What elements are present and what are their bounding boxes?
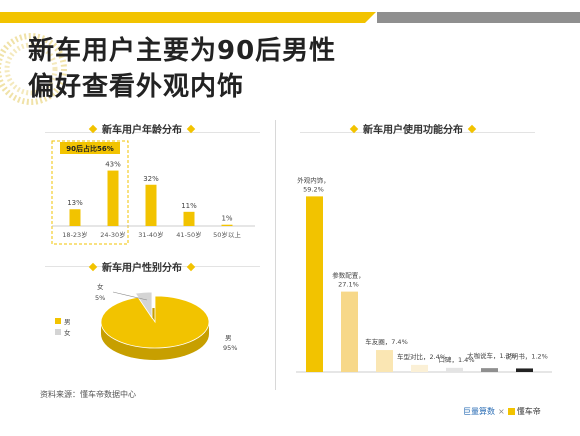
annotation-label: 90后占比56% bbox=[66, 144, 114, 153]
diamond-icon bbox=[88, 262, 98, 272]
age-section-rule bbox=[45, 132, 260, 133]
diamond-icon bbox=[186, 262, 196, 272]
slice-label-female: 女 bbox=[97, 282, 104, 291]
page-title-line2: 偏好查看外观内饰 bbox=[28, 72, 245, 102]
function-section-rule bbox=[300, 132, 535, 133]
bar-label: 大咖说车，1.3% bbox=[467, 351, 516, 360]
highlight-box bbox=[51, 140, 129, 245]
brand-left: 巨量算数 bbox=[463, 407, 495, 416]
bar-label: 说明书，1.2% bbox=[505, 351, 548, 360]
value-label: 1% bbox=[221, 215, 232, 223]
value-label: 13% bbox=[67, 199, 83, 207]
gender-chart-title-text: 新车用户性别分布 bbox=[102, 263, 182, 274]
bar-value-label: 59.2% bbox=[303, 185, 324, 193]
slice-value-male: 95% bbox=[223, 344, 237, 352]
bar-大咖说车 bbox=[481, 368, 498, 372]
bar-label: 口碑，1.4% bbox=[438, 355, 474, 364]
banner-slant bbox=[365, 12, 376, 23]
brand-right: 懂车帝 bbox=[516, 407, 541, 416]
age-bar-chart: 90后占比56% 13% 18-23岁 43% 24-30岁 32% 31-40岁 11% 41… bbox=[51, 140, 255, 245]
bar-车友圈 bbox=[376, 350, 393, 372]
legend-swatch-男 bbox=[55, 318, 61, 324]
bar-value-label: 27.1% bbox=[338, 281, 359, 289]
bar-41-50岁 bbox=[183, 211, 195, 226]
circle-pattern-decoration bbox=[0, 33, 67, 105]
tick-label: 18-23岁 bbox=[62, 230, 87, 239]
tick-label: 24-30岁 bbox=[100, 230, 125, 239]
legend-label: 女 bbox=[64, 328, 71, 337]
gender-pie-chart: 男95%女5%男女 bbox=[55, 282, 237, 360]
brand-separator: × bbox=[498, 407, 505, 416]
diamond-icon bbox=[349, 124, 359, 134]
bar-label: 车友圈，7.4% bbox=[365, 337, 408, 346]
column-divider bbox=[275, 120, 276, 390]
bar-category-label: 外观内饰， bbox=[297, 175, 330, 184]
function-chart-title: 新车用户使用功能分布 bbox=[345, 121, 481, 136]
bar-50岁以上 bbox=[221, 224, 233, 226]
bar-label: 车型对比，2.4% bbox=[397, 352, 446, 361]
tick-label: 50岁以上 bbox=[213, 230, 241, 239]
pie-slice-男 bbox=[100, 295, 210, 349]
page-title-line1: 新车用户主要为90后男性 bbox=[28, 36, 337, 66]
gender-chart-title: 新车用户性别分布 bbox=[84, 259, 200, 274]
diamond-icon bbox=[88, 124, 98, 134]
bar-18-23岁 bbox=[69, 209, 81, 226]
age-chart-title-text: 新车用户年龄分布 bbox=[102, 125, 182, 136]
bar-category-label: 参数配置， bbox=[332, 271, 365, 280]
value-label: 11% bbox=[181, 202, 197, 210]
bar-31-40岁 bbox=[145, 184, 157, 226]
bar-车型对比 bbox=[411, 364, 428, 372]
age-chart-title: 新车用户年龄分布 bbox=[84, 121, 200, 136]
banner-gray bbox=[377, 12, 580, 23]
function-chart-title-text: 新车用户使用功能分布 bbox=[363, 125, 463, 136]
value-label: 43% bbox=[105, 161, 121, 169]
tick-label: 31-40岁 bbox=[138, 230, 163, 239]
slice-value-female: 5% bbox=[95, 294, 105, 302]
bar-24-30岁 bbox=[107, 170, 119, 226]
bar-口碑 bbox=[446, 367, 463, 372]
bar-参数配置 bbox=[341, 291, 358, 372]
top-banner bbox=[0, 12, 580, 23]
diamond-icon bbox=[186, 124, 196, 134]
tick-label: 41-50岁 bbox=[176, 230, 201, 239]
brand-logo-icon bbox=[507, 408, 515, 415]
diamond-icon bbox=[467, 124, 477, 134]
source-note: 资料来源：懂车帝数据中心 bbox=[40, 390, 136, 399]
legend-swatch-女 bbox=[55, 329, 61, 335]
leader-line bbox=[112, 291, 148, 301]
banner-yellow bbox=[0, 12, 365, 23]
annotation-badge bbox=[60, 142, 120, 154]
function-bar-chart: 外观内饰，59.2% 参数配置，27.1% 车友圈，7.4% 车型对比，2.4%口碑，… bbox=[296, 175, 552, 373]
bar-外观内饰 bbox=[306, 196, 323, 372]
footer-brands: 巨量算数 × 懂车帝 bbox=[463, 406, 541, 417]
bar-说明书 bbox=[516, 368, 533, 372]
value-label: 32% bbox=[143, 175, 159, 183]
gender-section-rule bbox=[45, 266, 260, 267]
slice-label-male: 男 bbox=[225, 334, 232, 342]
legend-label: 男 bbox=[64, 318, 71, 326]
